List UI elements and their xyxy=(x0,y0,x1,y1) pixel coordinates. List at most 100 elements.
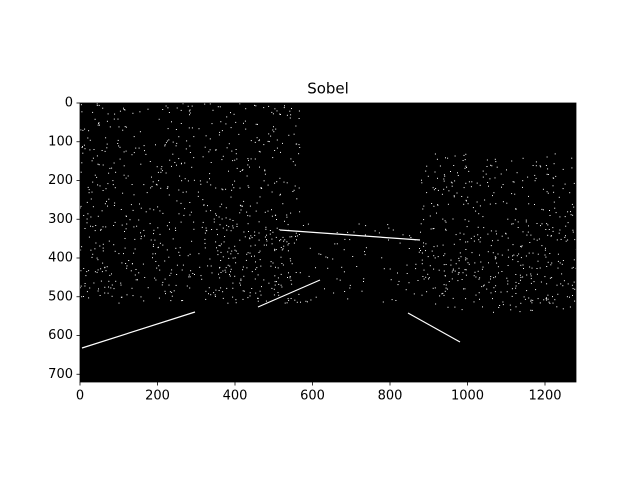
speck xyxy=(153,229,155,231)
speck xyxy=(454,180,456,182)
speck xyxy=(138,147,140,149)
speck xyxy=(538,238,540,240)
speck xyxy=(514,193,516,195)
speck xyxy=(224,269,226,271)
speck xyxy=(152,181,154,183)
speck xyxy=(216,228,218,230)
speck xyxy=(561,263,563,265)
speck xyxy=(427,273,429,275)
speck xyxy=(465,165,467,167)
speck xyxy=(494,291,496,293)
speck xyxy=(111,284,113,286)
speck xyxy=(255,123,257,125)
speck xyxy=(159,210,161,212)
speck xyxy=(295,232,297,234)
speck xyxy=(276,219,277,220)
speck xyxy=(541,245,543,247)
speck xyxy=(231,150,233,152)
speck xyxy=(132,112,134,114)
speck xyxy=(241,170,243,171)
speck xyxy=(457,273,459,275)
speck xyxy=(100,280,102,282)
speck xyxy=(96,257,98,259)
speck xyxy=(443,180,445,182)
speck xyxy=(572,266,574,268)
speck xyxy=(541,208,543,210)
speck xyxy=(201,226,203,228)
speck xyxy=(123,174,125,176)
speck xyxy=(122,129,124,131)
speck xyxy=(457,175,459,176)
speck xyxy=(554,153,556,155)
speck xyxy=(266,239,267,240)
speck xyxy=(152,246,154,247)
speck xyxy=(425,243,427,245)
speck xyxy=(349,239,351,241)
speck xyxy=(80,249,82,251)
speck xyxy=(507,218,509,220)
y-tick-label: 300 xyxy=(48,212,73,227)
speck xyxy=(119,146,121,148)
speck xyxy=(190,270,192,272)
speck xyxy=(143,300,145,302)
speck xyxy=(105,188,107,190)
speck xyxy=(248,186,250,188)
speck xyxy=(106,200,107,202)
speck xyxy=(327,257,329,259)
speck xyxy=(506,291,508,293)
speck xyxy=(205,210,207,212)
speck xyxy=(453,196,455,198)
speck xyxy=(402,234,404,236)
speck xyxy=(95,242,97,244)
speck xyxy=(109,167,111,169)
speck xyxy=(204,103,206,105)
speck xyxy=(447,306,449,308)
speck xyxy=(399,242,401,244)
speck xyxy=(462,160,464,161)
speck xyxy=(101,150,103,151)
speck xyxy=(187,255,189,257)
speck xyxy=(175,145,177,147)
speck xyxy=(276,139,278,141)
speck xyxy=(502,301,504,303)
speck xyxy=(124,126,126,128)
speck xyxy=(296,239,297,241)
y-tick-label: 400 xyxy=(48,251,73,266)
speck xyxy=(135,269,137,270)
speck xyxy=(191,166,193,168)
speck xyxy=(432,287,434,289)
speck xyxy=(552,296,553,298)
speck xyxy=(264,211,266,213)
speck xyxy=(139,203,140,205)
speck xyxy=(235,262,237,264)
speck xyxy=(467,241,469,243)
speck xyxy=(293,133,295,135)
speck xyxy=(222,291,224,293)
speck xyxy=(445,229,447,231)
speck xyxy=(446,288,448,290)
speck xyxy=(444,290,446,292)
speck xyxy=(181,180,183,182)
speck xyxy=(235,121,237,123)
speck xyxy=(180,202,182,204)
speck xyxy=(553,191,555,193)
speck xyxy=(87,213,89,215)
speck xyxy=(132,295,134,297)
speck xyxy=(254,255,255,257)
speck xyxy=(280,114,281,115)
speck xyxy=(189,145,191,147)
speck xyxy=(230,253,232,255)
speck xyxy=(137,279,138,281)
speck xyxy=(490,276,492,278)
speck xyxy=(210,184,212,186)
speck xyxy=(518,283,520,284)
speck xyxy=(477,234,479,236)
speck xyxy=(559,229,561,231)
speck xyxy=(254,158,256,160)
speck xyxy=(166,188,168,189)
speck xyxy=(184,208,186,210)
speck xyxy=(248,231,249,232)
speck xyxy=(574,300,576,302)
speck xyxy=(86,218,88,220)
speck xyxy=(550,264,552,266)
